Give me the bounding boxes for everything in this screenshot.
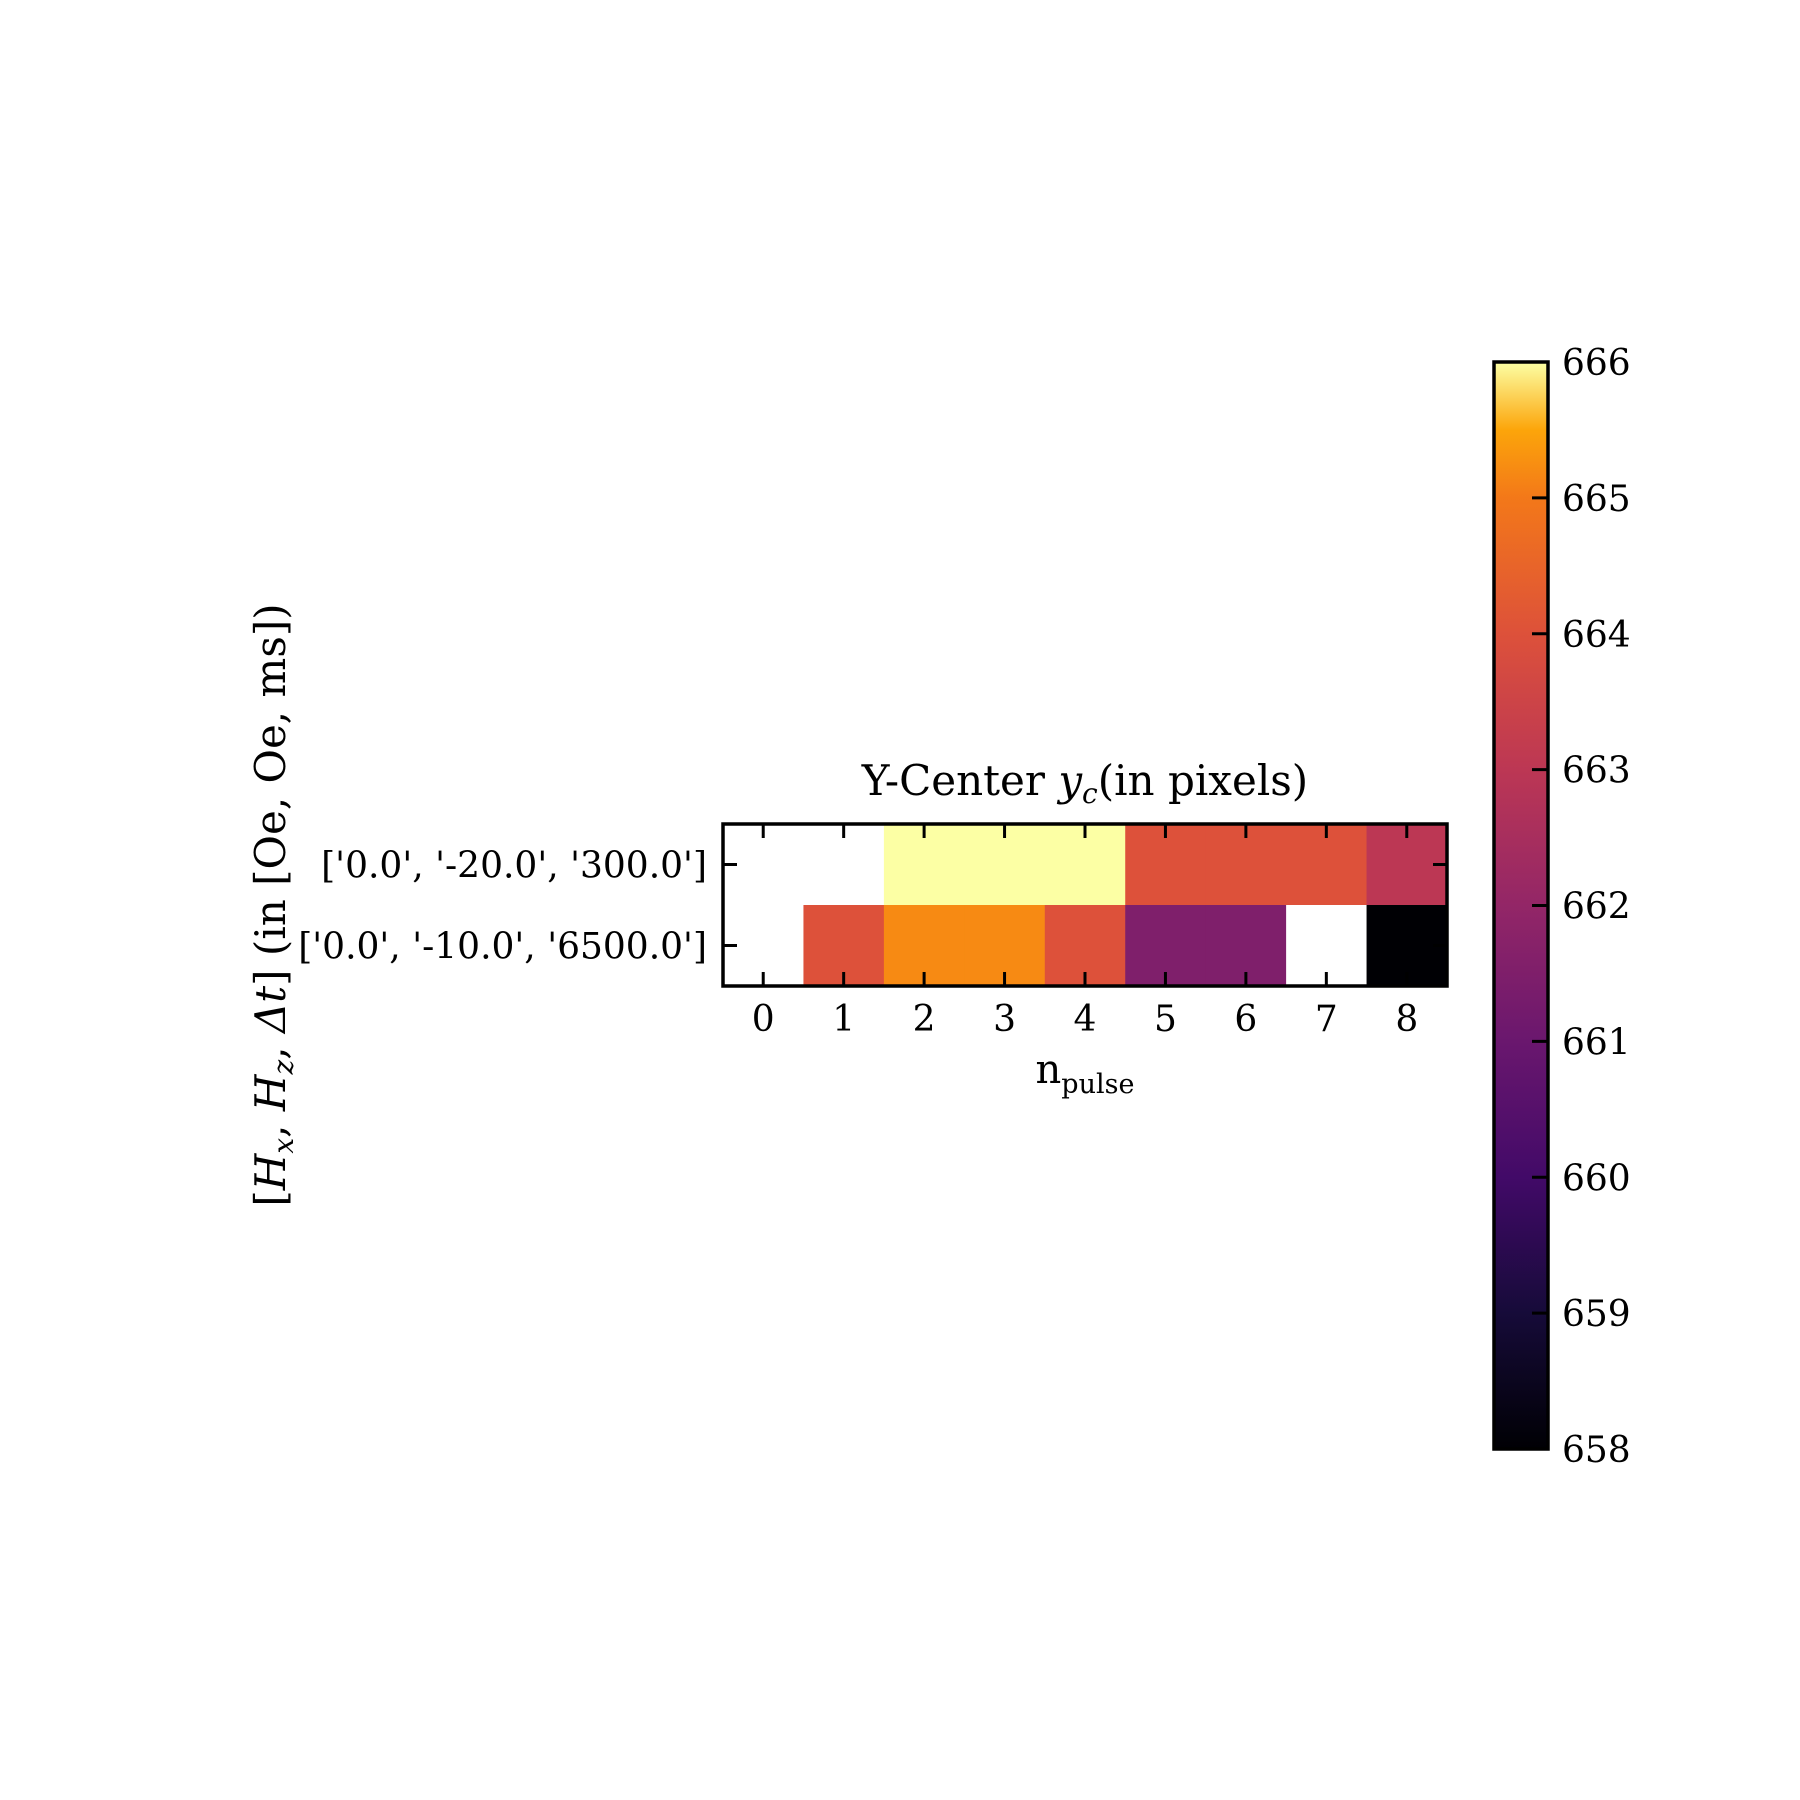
x-tick-label: 5: [1154, 999, 1177, 1040]
x-tick-label: 2: [913, 999, 936, 1040]
y-ticks: ['0.0', '-20.0', '300.0'] ['0.0', '-10.0'…: [298, 846, 1447, 968]
x-tick-label: 8: [1395, 999, 1418, 1040]
colorbar-tick-label: 658: [1562, 1430, 1631, 1471]
colorbar-tick-label: 659: [1562, 1294, 1631, 1335]
x-axis-label: npulse: [1036, 1047, 1135, 1100]
colorbar-tick-label: 665: [1562, 479, 1631, 520]
x-tick-label: 3: [993, 999, 1016, 1040]
x-tick-label: 4: [1074, 999, 1097, 1040]
x-tick-label: 1: [832, 999, 855, 1040]
x-tick-label: 0: [752, 999, 775, 1040]
colorbar-tick-label: 663: [1562, 751, 1631, 792]
heatmap-cells: [723, 824, 1448, 987]
chart-title: Y-Center yc(in pixels): [861, 756, 1308, 810]
x-ticks: 0 1 2 3 4 5 6 7 8: [752, 824, 1418, 1040]
x-tick-label: 7: [1315, 999, 1338, 1040]
colorbar-ticks: 658 659 660 661 662 663 664 665 666: [1532, 343, 1631, 1471]
y-tick-label: ['0.0', '-20.0', '300.0']: [321, 846, 707, 887]
colorbar-tick-label: 661: [1562, 1022, 1631, 1063]
y-axis-label: [Hx, Hz, Δt] (in [Oe, Oe, ms]): [246, 603, 300, 1206]
colorbar-tick-label: 666: [1562, 343, 1631, 384]
y-tick-label: ['0.0', '-10.0', '6500.0']: [298, 927, 707, 968]
colorbar-tick-label: 662: [1562, 887, 1631, 928]
colorbar-tick-label: 664: [1562, 615, 1631, 656]
x-tick-label: 6: [1234, 999, 1257, 1040]
colorbar-tick-label: 660: [1562, 1158, 1631, 1199]
